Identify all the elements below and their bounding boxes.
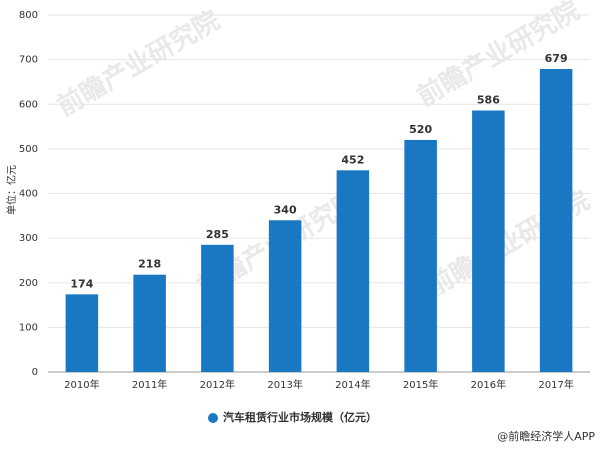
y-tick-label: 0 (32, 367, 38, 378)
x-tick-label: 2014年 (335, 378, 370, 391)
x-tick-label: 2015年 (403, 378, 438, 391)
y-tick-label: 200 (19, 278, 38, 289)
value-label: 174 (70, 277, 93, 290)
x-tick-label: 2011年 (132, 378, 167, 391)
watermark: 前瞻产业研究院 (52, 5, 225, 123)
y-tick-label: 500 (19, 144, 38, 155)
x-tick-label: 2013年 (267, 378, 302, 391)
value-label: 340 (274, 203, 297, 216)
legend-marker (208, 413, 218, 423)
y-tick-label: 400 (19, 189, 38, 200)
y-tick-label: 300 (19, 233, 38, 244)
x-tick-label: 2012年 (200, 378, 235, 391)
value-label: 520 (409, 123, 432, 136)
x-tick-label: 2016年 (471, 378, 506, 391)
x-tick-label: 2010年 (64, 378, 99, 391)
bar (133, 274, 166, 372)
y-tick-label: 800 (19, 10, 38, 21)
y-tick-label: 700 (19, 55, 38, 66)
value-label: 218 (138, 258, 161, 271)
bar (268, 220, 302, 372)
value-label: 452 (341, 153, 364, 166)
bar (201, 244, 234, 372)
legend-label: 汽车租赁行业市场规模（亿元） (223, 410, 377, 424)
footer: @前瞻经济学人APP (497, 429, 595, 443)
bar (539, 68, 573, 372)
x-tick-label: 2017年 (538, 378, 573, 391)
bar (472, 110, 505, 372)
y-tick-label: 100 (19, 322, 38, 333)
y-axis-label: 单位：亿元 (5, 165, 18, 215)
y-tick-label: 600 (19, 99, 38, 110)
value-label: 285 (206, 228, 229, 241)
bar (65, 294, 99, 372)
value-label: 679 (545, 52, 568, 65)
bar (404, 139, 437, 372)
bar (336, 170, 370, 372)
value-label: 586 (477, 93, 500, 106)
